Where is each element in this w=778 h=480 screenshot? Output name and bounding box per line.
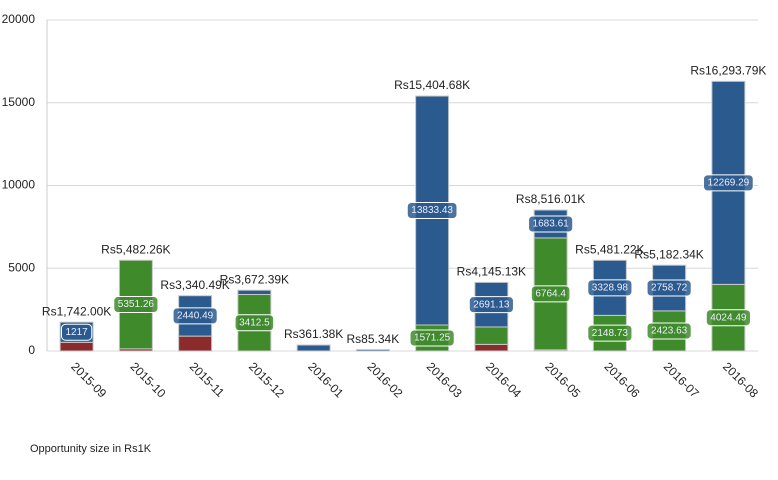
total-label: Rs361.38K bbox=[284, 327, 343, 341]
segment-label-text: 4024.49 bbox=[710, 312, 747, 323]
segment-label-box bbox=[705, 309, 751, 327]
total-label: Rs3,672.39K bbox=[220, 272, 289, 286]
segment-label-text: 12269.29 bbox=[708, 178, 750, 189]
segment-label: 5351.26 bbox=[113, 296, 159, 314]
x-tick-label: 2016-04 bbox=[483, 359, 524, 400]
segment-label-box bbox=[234, 314, 275, 332]
segment-label: 6764.4 bbox=[530, 285, 571, 303]
x-tick-label: 2015-10 bbox=[128, 359, 169, 400]
segment-label-text: 3328.98 bbox=[592, 282, 629, 293]
segment-label-text: 2691.13 bbox=[473, 299, 510, 310]
segment-label: 2440.49 bbox=[172, 307, 218, 325]
segment-label-text: 1217 bbox=[66, 327, 89, 338]
bar-segment bbox=[474, 343, 509, 352]
bar-segment bbox=[237, 289, 272, 296]
y-tick-label: 10000 bbox=[2, 178, 36, 192]
segment-label-box bbox=[703, 174, 754, 192]
segment-label: 3412.5 bbox=[234, 314, 275, 332]
x-tick-label: 2015-09 bbox=[68, 359, 109, 400]
segment-label-box bbox=[468, 296, 514, 314]
bar-segment bbox=[355, 349, 390, 352]
segment-label-box bbox=[409, 329, 455, 347]
segment-label-box bbox=[646, 279, 692, 297]
chart-note: Opportunity size in Rs1K bbox=[30, 443, 152, 455]
total-label: Rs4,145.13K bbox=[457, 265, 526, 279]
segment-label-box bbox=[530, 285, 571, 303]
x-tick-label: 2016-02 bbox=[365, 359, 406, 400]
segment-label: 4024.49 bbox=[705, 309, 751, 327]
x-tick-label: 2016-03 bbox=[424, 359, 465, 400]
segment-label: 2148.73 bbox=[587, 324, 633, 342]
segment-label: 3328.98 bbox=[587, 279, 633, 297]
total-label: Rs5,481.22K bbox=[575, 242, 644, 256]
segment-label-text: 6764.4 bbox=[535, 289, 566, 300]
segment-label: 1571.25 bbox=[409, 329, 455, 347]
segment-label: 2691.13 bbox=[468, 296, 514, 314]
x-tick-label: 2016-01 bbox=[305, 359, 346, 400]
segment-label: 12269.29 bbox=[703, 174, 754, 192]
segment-label-box bbox=[528, 215, 574, 233]
x-tick-label: 2016-05 bbox=[542, 359, 583, 400]
bar-segment bbox=[178, 335, 213, 352]
segment-label-text: 2440.49 bbox=[177, 311, 214, 322]
x-tick-label: 2015-11 bbox=[187, 359, 228, 400]
total-label: Rs5,182.34K bbox=[634, 247, 703, 261]
segment-label: 1683.61 bbox=[528, 215, 574, 233]
segment-label-text: 2148.73 bbox=[592, 328, 629, 339]
y-tick-label: 20000 bbox=[2, 12, 36, 26]
segment-label: 2423.63 bbox=[646, 322, 692, 340]
total-label: Rs1,742.00K bbox=[42, 304, 111, 318]
segment-label-box bbox=[587, 324, 633, 342]
segment-label-box bbox=[61, 323, 93, 341]
segment-label: 2758.72 bbox=[646, 279, 692, 297]
total-label: Rs5,482.26K bbox=[101, 242, 170, 256]
bar-segment bbox=[474, 326, 509, 345]
segment-label-text: 13833.43 bbox=[411, 205, 453, 216]
segment-label-text: 5351.26 bbox=[118, 299, 155, 310]
bar-segment bbox=[59, 341, 94, 352]
x-tick-label: 2016-08 bbox=[720, 359, 761, 400]
segment-label-text: 2423.63 bbox=[651, 326, 688, 337]
segment-label-box bbox=[646, 322, 692, 340]
segment-label-box bbox=[406, 202, 458, 220]
segment-label-text: 1571.25 bbox=[414, 333, 451, 344]
x-tick-label: 2015-12 bbox=[246, 359, 287, 400]
total-label: Rs16,293.79K bbox=[690, 64, 766, 78]
segment-label-box bbox=[113, 296, 159, 314]
total-label: Rs15,404.68K bbox=[394, 78, 470, 92]
segment-label: 1217 bbox=[61, 323, 93, 341]
y-tick-label: 5000 bbox=[8, 260, 35, 274]
segment-label-box bbox=[172, 307, 218, 325]
y-tick-label: 0 bbox=[28, 343, 35, 357]
segment-label-box bbox=[587, 279, 633, 297]
bar-segment bbox=[296, 344, 331, 352]
total-label: Rs85.34K bbox=[347, 332, 400, 346]
total-label: Rs3,340.49K bbox=[160, 278, 229, 292]
segment-label-text: 2758.72 bbox=[651, 283, 688, 294]
y-tick-label: 15000 bbox=[2, 95, 36, 109]
segment-label-text: 1683.61 bbox=[533, 219, 570, 230]
total-label: Rs8,516.01K bbox=[516, 192, 585, 206]
segment-label-text: 3412.5 bbox=[239, 317, 270, 328]
x-tick-label: 2016-06 bbox=[602, 359, 643, 400]
x-tick-label: 2016-07 bbox=[661, 359, 702, 400]
segment-label: 13833.43 bbox=[406, 202, 458, 220]
